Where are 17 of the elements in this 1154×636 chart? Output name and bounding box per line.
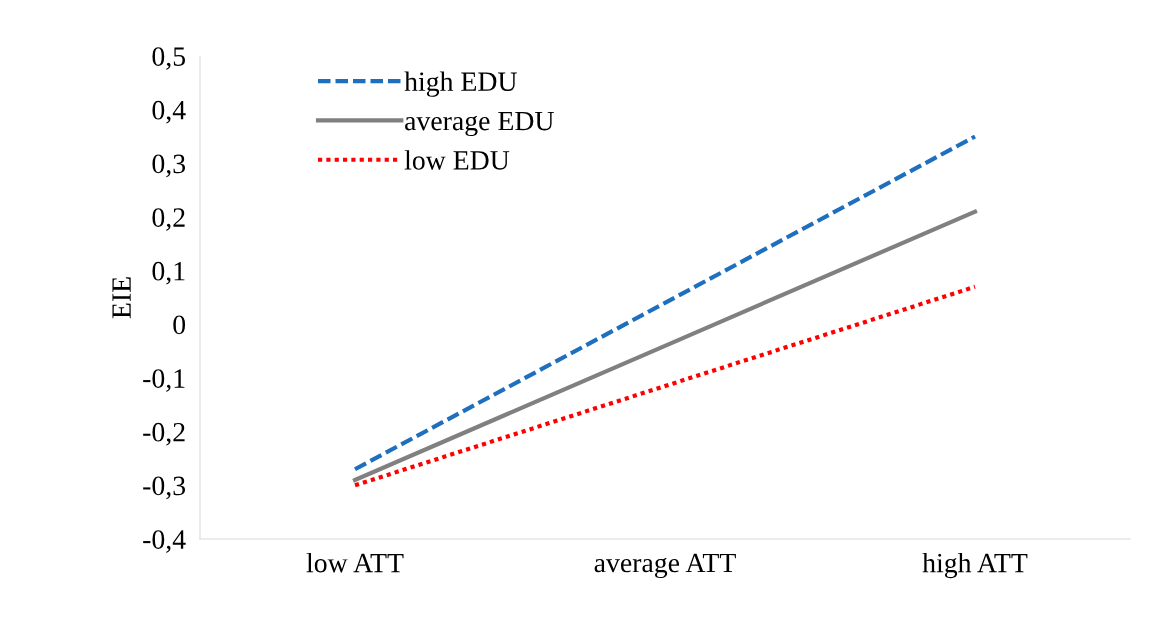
y-tick-label: -0,2 xyxy=(143,422,185,446)
x-tick-label: low ATT xyxy=(306,552,404,573)
y-tick-label: -0,3 xyxy=(143,476,186,500)
legend-label: low EDU xyxy=(404,150,510,170)
y-tick-label: 0,1 xyxy=(152,261,185,285)
y-tick-label: 0,3 xyxy=(152,154,186,178)
y-tick-label: -0,4 xyxy=(143,530,186,553)
y-tick-label: 0,2 xyxy=(152,208,185,231)
legend-label: high EDU xyxy=(404,71,517,97)
y-tick-label: -0,1 xyxy=(143,369,185,392)
y-tick-label: 0,4 xyxy=(152,100,186,124)
x-tick-label: average ATT xyxy=(594,553,736,579)
legend-label: average EDU xyxy=(405,111,554,137)
y-tick-label: 0 xyxy=(173,315,186,335)
y-axis-title: EIE xyxy=(112,277,131,319)
y-tick-label: 0,5 xyxy=(152,47,186,70)
x-tick-label: high ATT xyxy=(922,552,1028,579)
